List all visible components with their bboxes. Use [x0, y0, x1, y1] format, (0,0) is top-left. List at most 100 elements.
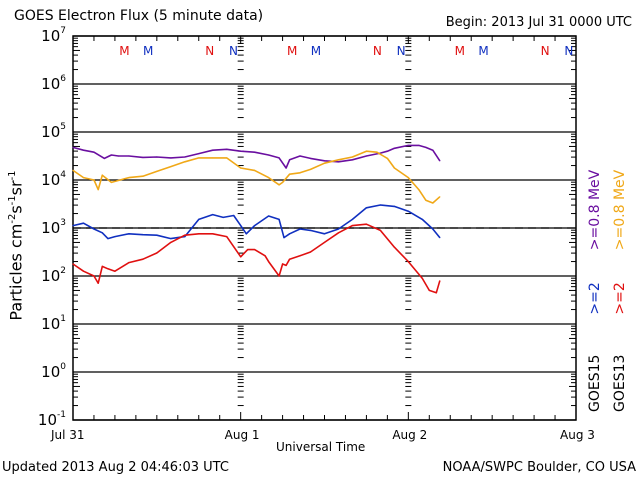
y-tick-exp: 2 [60, 266, 66, 276]
series-point-2 [156, 234, 158, 236]
series-point-2 [107, 237, 109, 240]
series-point-3 [264, 255, 266, 257]
series-point-1 [268, 177, 270, 179]
x-tick-label: Aug 3 [560, 428, 595, 442]
series-point-0 [418, 144, 420, 147]
series-point-1 [198, 157, 200, 159]
y-tick-label: 105 [6, 122, 66, 141]
series-point-2 [337, 228, 340, 230]
series-point-1 [278, 184, 280, 186]
series-point-3 [114, 270, 116, 272]
series-point-2 [101, 232, 103, 234]
y-tick-label: 102 [6, 266, 66, 285]
series-point-3 [247, 249, 249, 251]
series-point-2 [299, 228, 301, 230]
series-point-2 [268, 215, 270, 217]
legend-goes13-08mev: >=0.8 MeV [612, 169, 628, 251]
series-point-2 [142, 234, 144, 236]
series-point-3 [337, 232, 340, 234]
series-point-1 [93, 179, 95, 181]
series-point-1 [254, 169, 256, 171]
series-point-3 [393, 246, 395, 248]
series-point-3 [156, 252, 158, 254]
y-tick-label: 10-1 [6, 410, 66, 429]
y-tick-exp: 4 [60, 170, 66, 180]
y-tick-exp: 1 [60, 314, 66, 324]
midnight-marker: M [478, 44, 489, 58]
series-point-1 [128, 177, 130, 179]
series-point-0 [323, 160, 326, 162]
x-tick-label: Aug 2 [392, 428, 428, 442]
y-tick-exp: -1 [57, 410, 66, 420]
series-point-1 [170, 165, 172, 168]
series-line-1 [72, 150, 441, 204]
y-tick-exp: 7 [60, 26, 66, 36]
series-point-3 [240, 256, 242, 258]
noon-marker: N [396, 44, 406, 58]
series-point-3 [281, 263, 284, 265]
series-point-3 [226, 236, 228, 238]
series-point-0 [72, 146, 74, 148]
legend-goes13-2mev: >=2 [612, 282, 628, 315]
legend-goes15-2mev: >=2 [587, 282, 603, 315]
series-point-0 [142, 156, 144, 159]
series-point-2 [432, 228, 434, 230]
series-point-0 [285, 167, 287, 169]
series-point-0 [288, 159, 291, 161]
series-point-2 [407, 210, 409, 212]
y-tick-base: 10 [41, 219, 61, 237]
midnight-marker: M [286, 44, 298, 58]
series-point-2 [421, 218, 423, 220]
series-point-2 [278, 218, 280, 220]
y-tick-label: 101 [6, 314, 66, 333]
series-point-3 [439, 280, 441, 282]
series-point-3 [323, 241, 326, 243]
series-point-1 [432, 202, 434, 204]
series-point-1 [281, 181, 284, 183]
series-point-1 [110, 181, 113, 183]
series-point-3 [351, 225, 354, 227]
series-point-0 [386, 150, 388, 152]
series-point-0 [212, 149, 214, 151]
series-point-1 [365, 150, 368, 152]
legend-goes15-label: GOES15 [587, 354, 603, 412]
series-point-2 [114, 236, 116, 238]
series-point-3 [379, 229, 381, 231]
series-point-2 [93, 228, 95, 230]
series-point-1 [386, 157, 388, 159]
series-point-3 [93, 275, 95, 277]
y-tick-exp: 3 [60, 218, 66, 228]
series-point-1 [407, 177, 409, 179]
series-point-1 [376, 151, 378, 153]
series-point-2 [351, 218, 354, 220]
series-point-3 [365, 223, 368, 225]
series-point-3 [170, 241, 172, 243]
y-tick-base: 10 [41, 267, 61, 285]
series-point-2 [212, 213, 214, 216]
y-tick-label: 107 [6, 26, 66, 45]
series-point-1 [156, 170, 158, 172]
series-point-1 [240, 167, 242, 169]
series-point-0 [110, 154, 113, 156]
updated-timestamp: Updated 2013 Aug 2 04:46:03 UTC [2, 460, 229, 475]
chart-title: GOES Electron Flux (5 minute data) [14, 8, 264, 24]
y-tick-label: 104 [6, 170, 66, 189]
series-point-1 [226, 157, 228, 159]
series-point-3 [288, 258, 291, 260]
series-point-3 [285, 264, 287, 267]
y-tick-exp: 5 [60, 122, 66, 132]
series-point-3 [435, 292, 437, 294]
y-exp-s: -1 [7, 195, 19, 206]
series-point-0 [278, 157, 280, 159]
series-point-0 [432, 149, 434, 151]
series-point-3 [299, 255, 301, 257]
x-axis-label: Universal Time [276, 440, 366, 454]
y-unit-s: s [6, 205, 26, 214]
series-point-0 [299, 155, 301, 157]
series-point-0 [254, 151, 256, 153]
legend-goes13-label: GOES13 [612, 354, 628, 412]
series-point-0 [93, 151, 95, 153]
series-point-1 [309, 168, 312, 171]
series-point-2 [309, 229, 312, 231]
series-point-3 [212, 233, 214, 235]
